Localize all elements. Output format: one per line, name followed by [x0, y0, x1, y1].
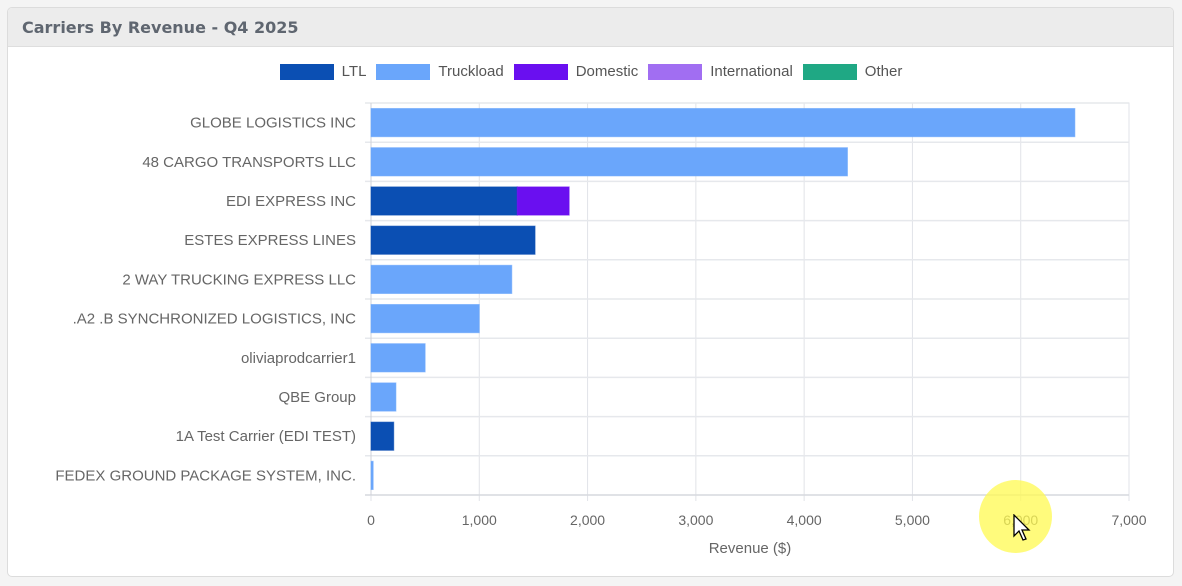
y-tick-label: oliviaprodcarrier1: [241, 350, 356, 367]
bar-ltl[interactable]: [370, 186, 518, 216]
legend-item-domestic[interactable]: Domestic: [513, 63, 639, 80]
bar-truckload[interactable]: [370, 382, 397, 412]
y-tick-label: .A2 .B SYNCHRONIZED LOGISTICS, INC: [73, 311, 357, 328]
y-tick-label: ESTES EXPRESS LINES: [184, 232, 356, 249]
x-tick-label: 2,000: [570, 512, 605, 528]
x-tick-label: 1,000: [462, 512, 497, 528]
legend-swatch: [513, 63, 568, 80]
y-tick-label: 1A Test Carrier (EDI TEST): [176, 428, 356, 445]
bar-truckload[interactable]: [370, 460, 374, 491]
legend-item-other[interactable]: Other: [802, 63, 903, 80]
legend-label: Other: [864, 63, 903, 80]
x-tick-label: 4,000: [787, 512, 822, 528]
legend-swatch: [648, 63, 703, 80]
y-tick-label: QBE Group: [278, 389, 356, 406]
legend-swatch: [802, 63, 857, 80]
x-axis-title: Revenue ($): [709, 540, 792, 557]
x-tick-label: 0: [367, 512, 375, 528]
mouse-pointer-icon: [1013, 514, 1031, 541]
x-tick-label: 3,000: [678, 512, 713, 528]
y-tick-label: FEDEX GROUND PACKAGE SYSTEM, INC.: [55, 467, 356, 484]
legend-label: Domestic: [575, 63, 639, 80]
y-tick-label: GLOBE LOGISTICS INC: [190, 115, 356, 132]
bar-truckload[interactable]: [370, 147, 848, 177]
y-tick-label: EDI EXPRESS INC: [226, 193, 356, 210]
card-header: Carriers By Revenue - Q4 2025: [8, 8, 1173, 47]
legend-label: LTL: [341, 63, 367, 80]
bar-ltl[interactable]: [370, 421, 395, 451]
legend-item-truckload[interactable]: Truckload: [376, 63, 504, 80]
bar-truckload[interactable]: [370, 107, 1076, 138]
legend-item-international[interactable]: International: [648, 63, 793, 80]
bar-truckload[interactable]: [370, 303, 480, 334]
legend-swatch: [376, 63, 431, 80]
legend-label: International: [710, 63, 793, 80]
y-tick-label: 2 WAY TRUCKING EXPRESS LLC: [122, 271, 356, 288]
x-tick-label: 7,000: [1111, 512, 1146, 528]
chart-card: Carriers By Revenue - Q4 2025: [7, 7, 1174, 577]
bar-domestic[interactable]: [516, 186, 570, 216]
x-tick-label: 5,000: [895, 512, 930, 528]
bar-truckload[interactable]: [370, 264, 513, 295]
bar-truckload[interactable]: [370, 343, 426, 373]
legend-item-ltl[interactable]: LTL: [279, 63, 367, 80]
legend-swatch: [279, 63, 334, 80]
legend-label: Truckload: [438, 63, 504, 80]
chart-legend: LTL Truckload Domestic International Other: [0, 63, 1182, 80]
card-title: Carriers By Revenue - Q4 2025: [22, 17, 299, 37]
bar-ltl[interactable]: [370, 225, 536, 255]
y-tick-label: 48 CARGO TRANSPORTS LLC: [142, 154, 356, 171]
